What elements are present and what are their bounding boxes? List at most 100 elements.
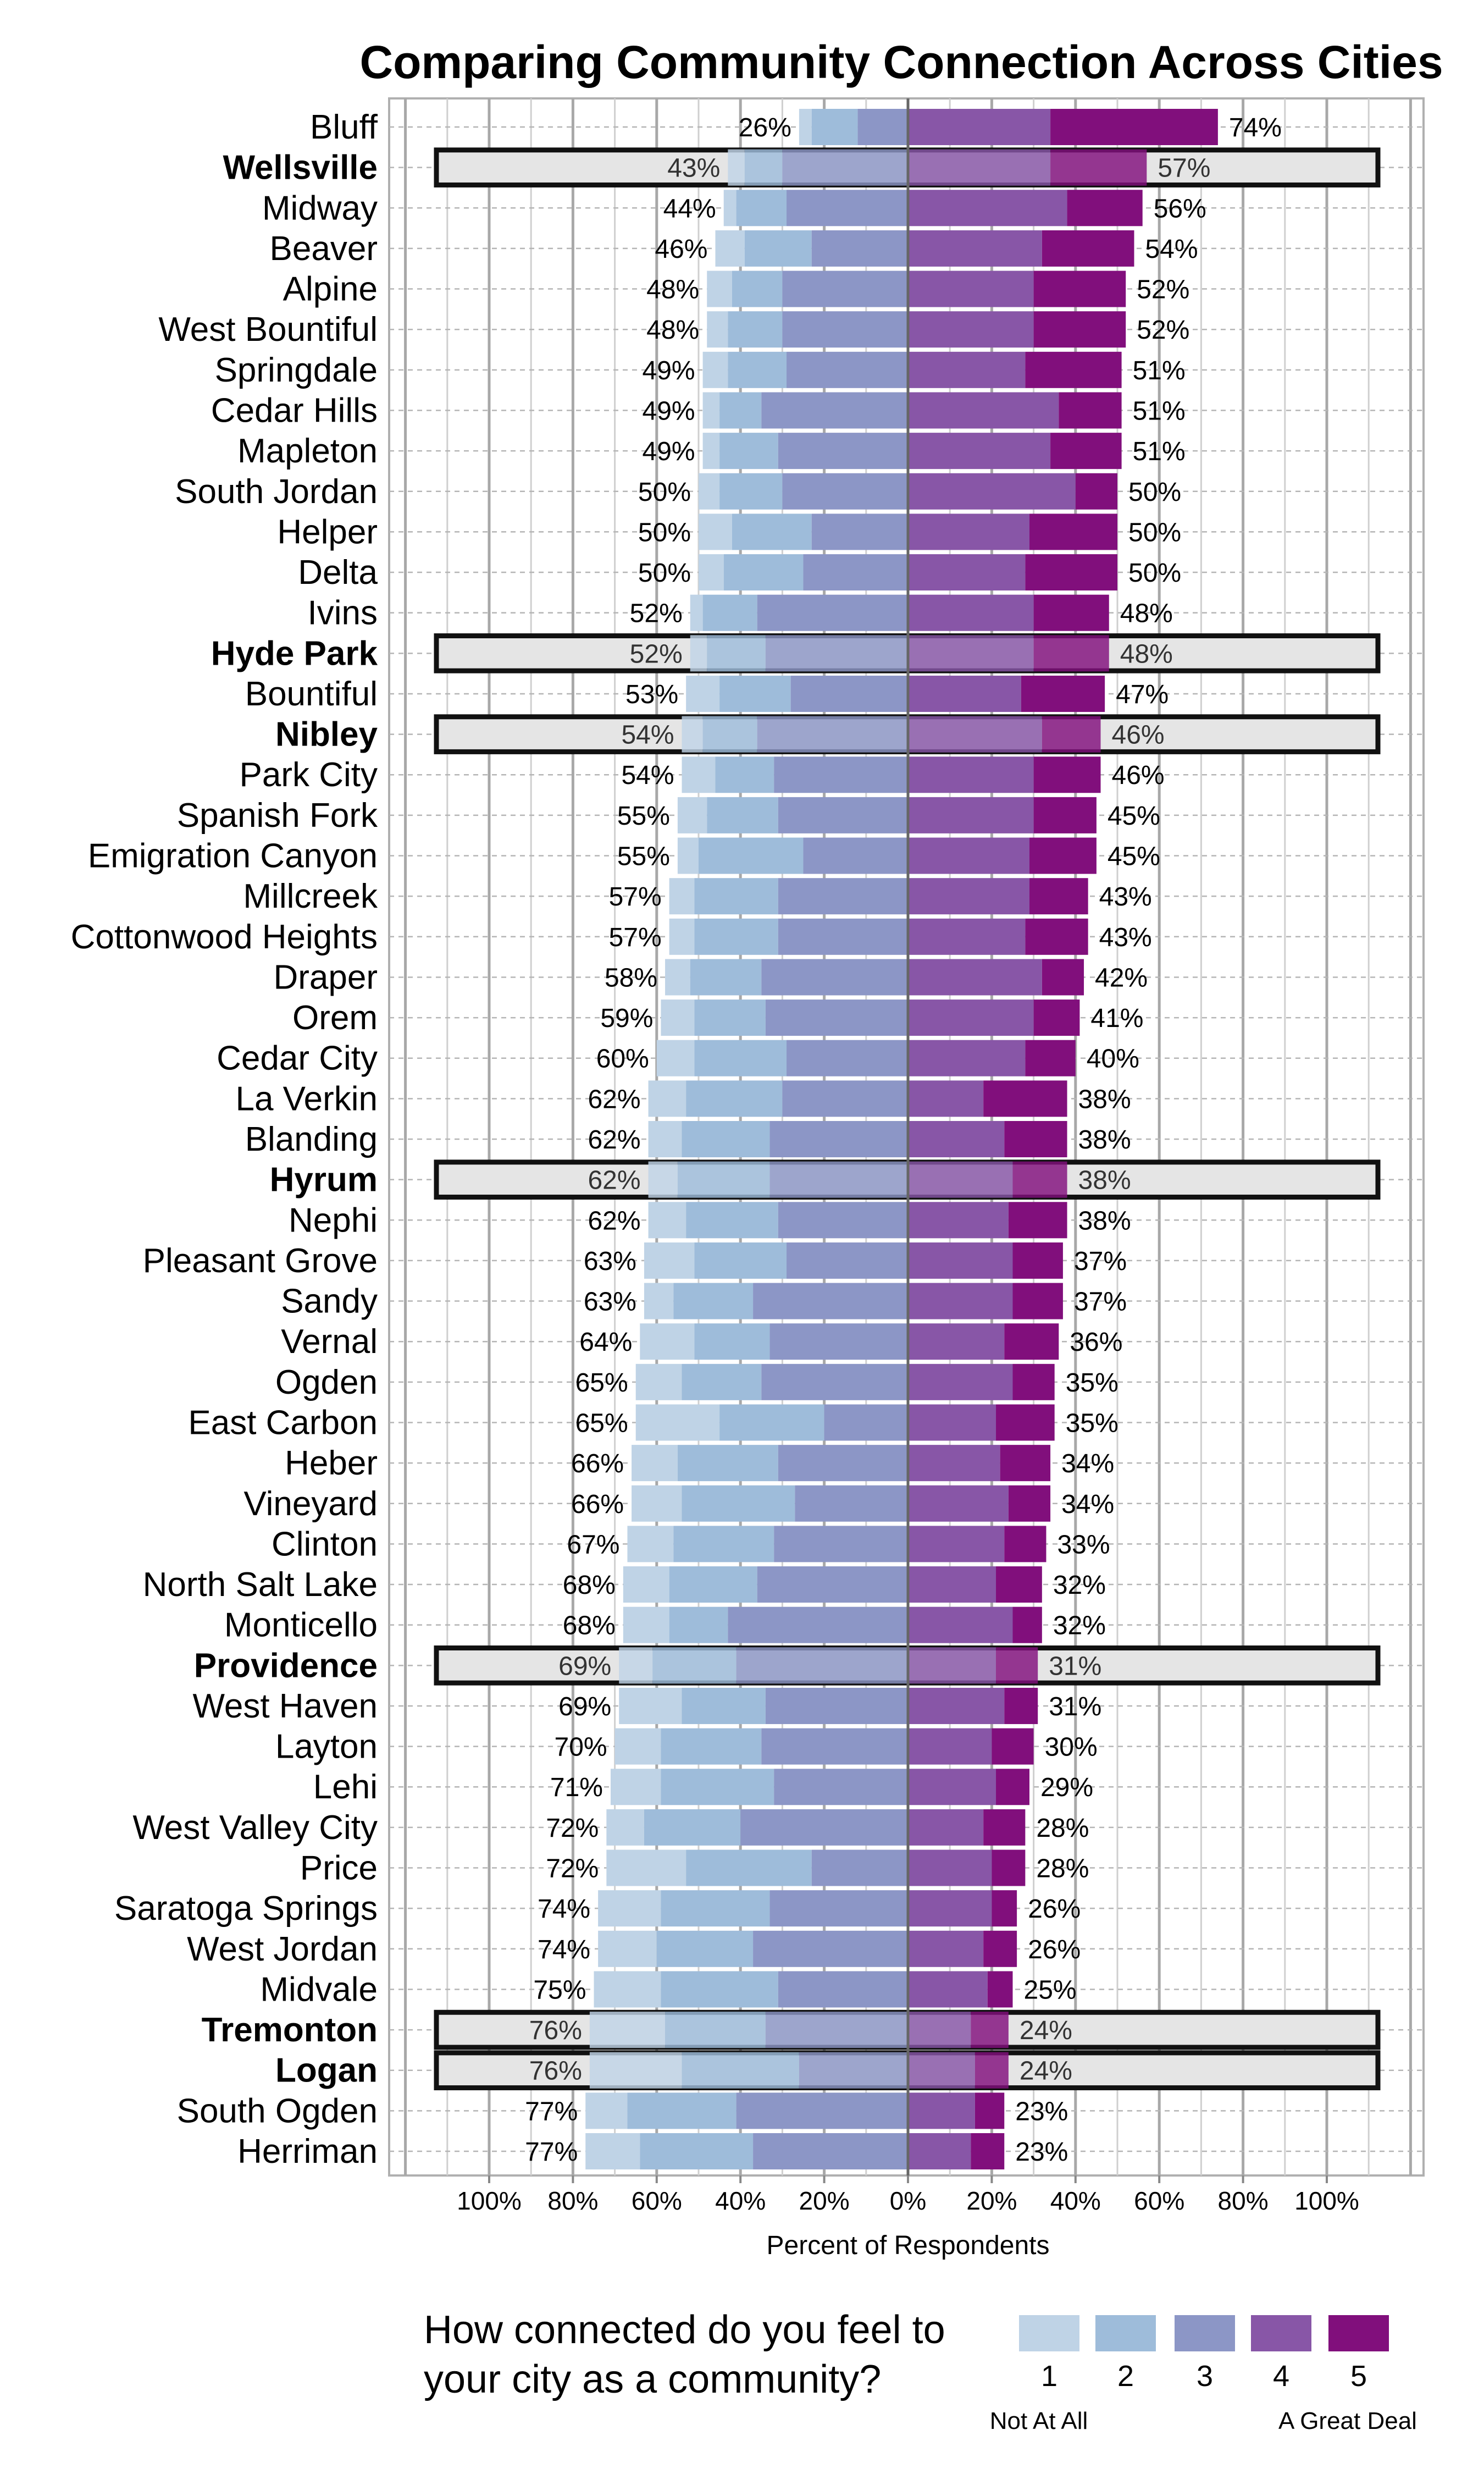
bar-segment-5 [1075,473,1117,510]
x-tick-label: 100% [1294,2186,1359,2215]
bar-segment-3 [782,473,908,510]
city-label: Millcreek [243,877,378,915]
bar-segment-1 [669,878,695,915]
bar-segment-1 [589,2012,666,2048]
bar-segment-3 [787,1242,908,1279]
legend: How connected do you feel to your city a… [424,2308,1417,2434]
bar-segment-2 [694,878,778,915]
bar-segment-4 [908,1687,1005,1724]
bar-segment-1 [632,1485,682,1522]
bar-segment-3 [811,1849,908,1886]
city-label: Blanding [245,1120,378,1158]
left-total-label: 55% [617,802,670,831]
bar-segment-1 [619,1687,682,1724]
legend-swatch-3 [1175,2315,1235,2351]
bar-segment-4 [908,1080,984,1117]
bar-segment-1 [635,1363,682,1400]
bar-segment-4 [908,1769,996,1805]
city-label: North Salt Lake [143,1566,378,1604]
right-total-label: 74% [1229,113,1282,142]
bar-segment-3 [753,1930,908,1967]
bar-segment-4 [908,675,1021,712]
bar-segment-3 [782,149,908,186]
bar-segment-2 [682,1485,795,1522]
bar-segment-1 [648,1161,678,1198]
bar-segment-3 [824,1404,908,1441]
bar-segment-4 [908,1202,1009,1239]
left-total-label: 57% [609,882,662,912]
left-total-label: 50% [638,518,691,547]
right-total-label: 25% [1024,1975,1077,2004]
bar-segment-2 [699,837,804,874]
bar-segment-1 [723,190,737,227]
bar-segment-1 [606,1809,644,1846]
bar-segment-5 [1012,1363,1055,1400]
bar-segment-1 [699,513,732,550]
bar-segment-3 [761,1363,908,1400]
left-total-label: 65% [575,1409,628,1438]
city-label: Vineyard [243,1485,378,1523]
right-total-label: 43% [1099,882,1152,912]
right-total-label: 28% [1036,1814,1089,1843]
bar-segment-1 [619,1647,653,1684]
bar-segment-4 [908,1849,992,1886]
bar-segment-4 [908,2133,971,2169]
right-total-label: 31% [1049,1692,1101,1721]
bar-segment-1 [644,1283,674,1319]
right-total-label: 45% [1108,802,1160,831]
bar-segment-5 [1033,270,1126,307]
x-tick-label: 60% [632,2186,682,2215]
bar-segment-4 [908,594,1034,631]
bar-segment-4 [908,351,1026,388]
bar-segment-3 [765,635,908,672]
city-label: Hyde Park [211,634,378,672]
bar-segment-3 [757,716,908,753]
city-label: South Ogden [177,2092,378,2130]
bar-segment-5 [1025,554,1117,591]
city-label: Providence [194,1647,378,1685]
bar-segment-4 [908,554,1026,591]
bar-segment-2 [694,1040,787,1076]
right-total-label: 43% [1099,923,1152,952]
bar-segment-5 [1033,311,1126,348]
city-label: Nibley [275,716,378,754]
bar-segment-4 [908,109,1051,145]
bar-segment-5 [983,1930,1017,1967]
legend-low-label: Not At All [990,2407,1088,2434]
left-total-label: 66% [571,1449,624,1478]
bar-segment-2 [744,149,783,186]
bar-segment-1 [623,1566,669,1603]
bar-segment-1 [669,918,695,955]
bar-segment-1 [585,2092,628,2129]
left-total-label: 49% [643,396,695,426]
bar-segment-5 [1033,635,1109,672]
bar-segment-4 [908,635,1034,672]
bar-segment-5 [971,2133,1005,2169]
city-label: Cedar Hills [211,391,378,429]
bar-segment-3 [782,270,908,307]
legend-swatch-4 [1251,2315,1311,2351]
bar-segment-3 [761,959,908,996]
city-label: Pleasant Grove [143,1242,378,1280]
bar-segment-2 [669,1566,757,1603]
bar-segment-5 [983,1080,1067,1117]
legend-level-label: 1 [1041,2360,1057,2393]
bar-segment-3 [765,1687,908,1724]
bar-segment-5 [1029,837,1097,874]
bar-segment-4 [908,270,1034,307]
left-total-label: 71% [550,1773,603,1802]
right-total-label: 46% [1112,721,1165,750]
right-total-label: 34% [1061,1490,1114,1519]
bar-segment-3 [774,1526,908,1562]
bar-segment-1 [623,1606,669,1643]
right-total-label: 47% [1116,680,1169,709]
bar-segment-3 [769,1323,908,1360]
bar-segment-4 [908,1283,1013,1319]
bar-segment-4 [908,1161,1013,1198]
city-label: Clinton [272,1525,378,1563]
bar-segment-1 [627,1526,674,1562]
bar-segment-2 [707,797,778,833]
bar-segment-5 [971,2012,1009,2048]
bar-segment-3 [803,554,908,591]
left-total-label: 76% [529,2016,582,2045]
